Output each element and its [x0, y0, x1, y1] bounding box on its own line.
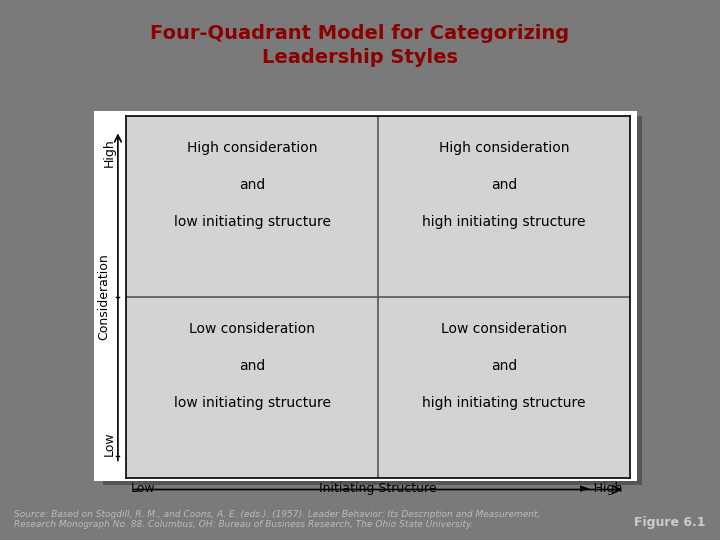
Text: Low consideration

and

low initiating structure: Low consideration and low initiating str…	[174, 322, 330, 409]
Text: High consideration

and

low initiating structure: High consideration and low initiating st…	[174, 141, 330, 228]
Text: Low consideration

and

high initiating structure: Low consideration and high initiating st…	[422, 322, 586, 409]
Text: Initiating Structure: Initiating Structure	[319, 482, 437, 495]
Text: ► High: ► High	[580, 482, 622, 495]
Text: High consideration

and

high initiating structure: High consideration and high initiating s…	[422, 141, 586, 228]
Text: Source: Based on Stogdill, R. M., and Coons, A. E. (eds.). (1957). Leader Behavi: Source: Based on Stogdill, R. M., and Co…	[14, 510, 541, 529]
Text: High: High	[103, 138, 116, 166]
Text: Four-Quadrant Model for Categorizing
Leadership Styles: Four-Quadrant Model for Categorizing Lea…	[150, 24, 570, 67]
Text: Low: Low	[131, 482, 156, 495]
Text: Consideration: Consideration	[96, 254, 110, 340]
Text: Figure 6.1: Figure 6.1	[634, 516, 706, 529]
Text: Low: Low	[103, 431, 116, 456]
